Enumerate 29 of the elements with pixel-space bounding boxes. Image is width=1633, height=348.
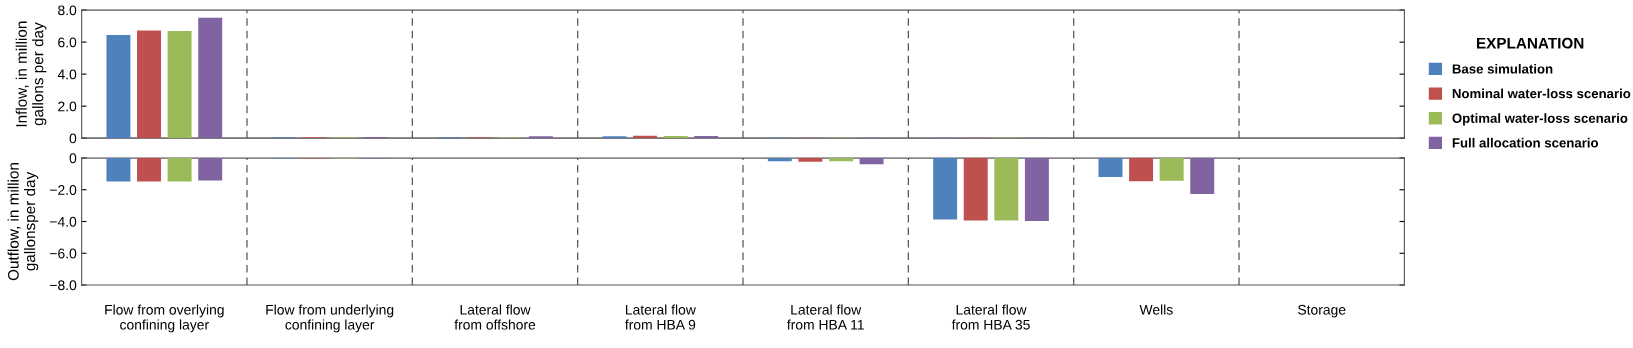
y-axis-title: Outflow, in million gallonsper day bbox=[7, 163, 39, 281]
y-tick-label: −4.0 bbox=[50, 216, 77, 227]
bar bbox=[137, 30, 162, 139]
y-tick-label: 0 bbox=[69, 133, 77, 144]
y-tick-label: −6.0 bbox=[50, 248, 77, 259]
x-tick-label: Lateral flow from HBA 9 bbox=[625, 304, 696, 330]
bar bbox=[198, 17, 223, 139]
y-tick-label: 4.0 bbox=[57, 69, 77, 80]
x-tick-label: Storage bbox=[1298, 304, 1346, 318]
y-tick-label: −2.0 bbox=[50, 185, 77, 195]
x-tick-label: Wells bbox=[1139, 304, 1173, 315]
x-tick-label: Lateral flow from HBA 35 bbox=[951, 304, 1030, 330]
y-tick-label: 2.0 bbox=[58, 101, 77, 112]
y-tick-label: 6.0 bbox=[58, 37, 77, 48]
x-tick-label: Lateral flow from HBA 11 bbox=[787, 304, 864, 330]
x-tick-label: Lateral flow from offshore bbox=[454, 304, 536, 330]
bar bbox=[167, 30, 192, 139]
legend-label: Base simulation bbox=[1452, 63, 1553, 74]
y-tick-label: −8.0 bbox=[50, 280, 77, 291]
y-tick-label: 0 bbox=[69, 153, 77, 164]
legend-label: Full allocation scenario bbox=[1452, 137, 1599, 148]
x-tick-label: Flow from underlying confining layer bbox=[266, 304, 394, 333]
x-tick-label: Flow from overlying confining layer bbox=[105, 304, 224, 333]
legend-label: Optimal water-loss scenario bbox=[1452, 113, 1628, 126]
legend-label: Nominal water-loss scenario bbox=[1452, 88, 1631, 99]
legend-title: EXPLANATION bbox=[1476, 37, 1584, 49]
bar bbox=[106, 35, 131, 139]
y-axis-title: Inflow, in million gallons per day bbox=[15, 21, 47, 127]
y-tick-label: 8.0 bbox=[58, 5, 77, 16]
